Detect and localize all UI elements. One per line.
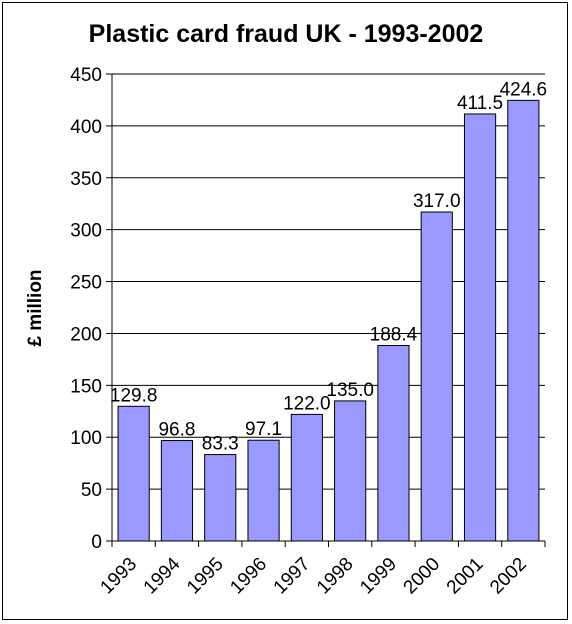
bar-2001 xyxy=(463,113,497,542)
data-label-2001: 411.5 xyxy=(457,93,503,114)
bar-2002 xyxy=(507,99,540,542)
data-label-1993: 129.8 xyxy=(110,385,158,406)
chart-title: Plastic card fraud UK - 1993-2002 xyxy=(88,20,484,48)
data-label-1994: 96.8 xyxy=(158,420,195,441)
x-tick-label-1994: 1994 xyxy=(140,553,185,598)
data-label-1997: 122.0 xyxy=(283,393,331,414)
y-tick-label: 100 xyxy=(70,428,102,449)
y-tick-label: 450 xyxy=(70,65,102,86)
bar-1999 xyxy=(377,344,410,542)
x-tick-label-1999: 1999 xyxy=(356,554,401,599)
x-tick-label-1993: 1993 xyxy=(96,554,141,599)
y-tick-label: 50 xyxy=(81,480,102,501)
x-tick-label-1997: 1997 xyxy=(270,554,315,599)
y-tick-label: 200 xyxy=(70,324,102,345)
y-tick-label: 250 xyxy=(70,273,102,294)
bar-1997 xyxy=(290,413,323,542)
data-label-2000: 317.0 xyxy=(413,191,461,212)
data-label-1996: 97.1 xyxy=(245,419,282,440)
y-tick-label: 350 xyxy=(70,169,102,190)
x-tick-label-2001: 2001 xyxy=(443,554,488,599)
bar-2000 xyxy=(420,211,453,542)
data-label-2002: 424.6 xyxy=(500,79,548,100)
y-tick-label: 150 xyxy=(70,376,102,397)
bar-1998 xyxy=(334,400,367,542)
x-tick-label-2000: 2000 xyxy=(400,554,445,599)
x-tick-label-1995: 1995 xyxy=(183,554,228,599)
x-tick-label-1996: 1996 xyxy=(226,554,271,599)
y-tick-label: 300 xyxy=(70,221,102,242)
bar-1994 xyxy=(160,440,194,542)
data-label-1995: 83.3 xyxy=(202,434,239,455)
data-label-1999: 188.4 xyxy=(370,324,418,345)
y-tick-label: 0 xyxy=(91,532,102,553)
x-tick-label-1998: 1998 xyxy=(313,554,358,599)
bar-1993 xyxy=(117,405,150,542)
data-label-1998: 135.0 xyxy=(326,380,374,401)
bar-1995 xyxy=(204,454,237,542)
x-tick-label-2002: 2002 xyxy=(486,554,531,599)
y-tick-label: 400 xyxy=(70,117,102,138)
bar-1996 xyxy=(247,439,280,542)
